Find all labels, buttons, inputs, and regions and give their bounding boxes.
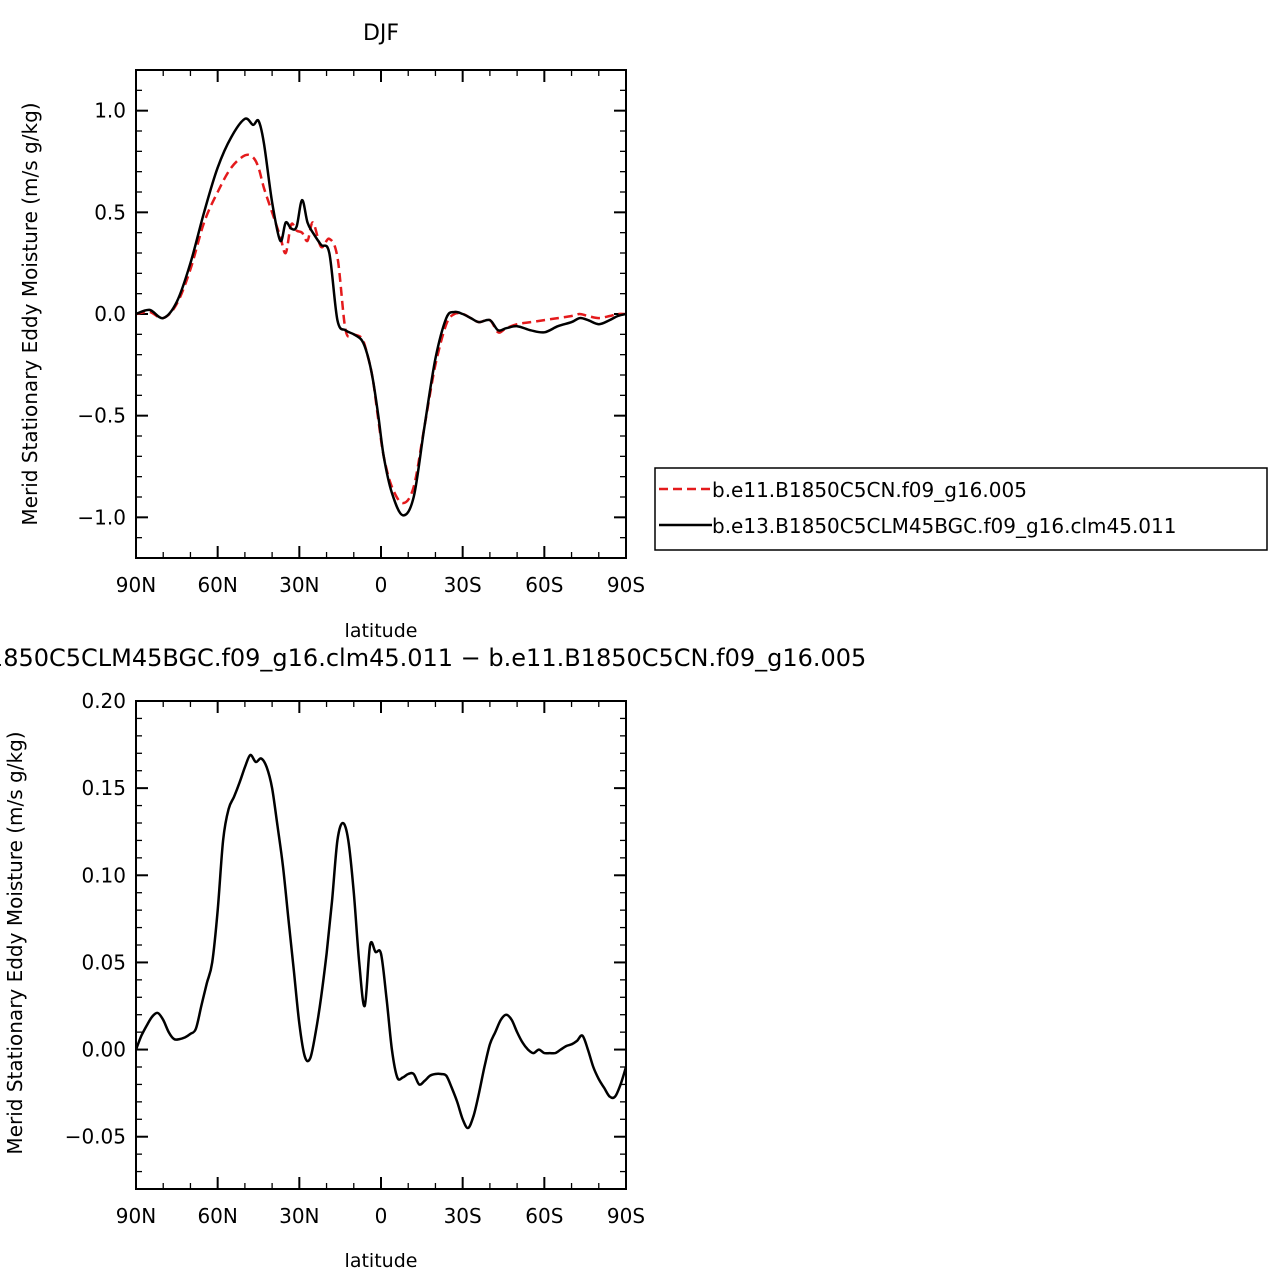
bottom-y-tick-label: 0.05 (81, 950, 126, 974)
top-x-ticks: 90N 60N 30N 0 30S 60S 90S (116, 70, 645, 597)
bottom-x-tick-label: 60S (525, 1204, 563, 1228)
legend: b.e11.B1850C5CN.f09_g16.005 b.e13.B1850C… (654, 467, 1268, 551)
bottom-x-tick-label: 30S (444, 1204, 482, 1228)
bottom-x-tick-label: 0 (375, 1204, 388, 1228)
bottom-x-ticks: 90N 60N 30N 0 30S 60S 90S (116, 701, 645, 1228)
top-y-tick-label: 0.5 (94, 200, 126, 224)
top-y-tick-label: 0.0 (94, 302, 126, 326)
top-x-tick-label: 60S (525, 573, 563, 597)
top-series-line-2 (136, 117, 626, 517)
top-y-tick-label: −1.0 (77, 505, 126, 529)
top-x-tick-label: 60N (197, 573, 237, 597)
bottom-plot-frame (135, 700, 627, 1190)
bottom-y-tick-label: −0.05 (65, 1125, 126, 1149)
legend-label-series-2: b.e13.B1850C5CLM45BGC.f09_g16.clm45.011 (712, 514, 1176, 538)
bottom-y-tick-label: 0.10 (81, 863, 126, 887)
top-x-tick-label: 0 (375, 573, 388, 597)
bottom-series-line-1 (136, 753, 626, 1130)
bottom-y-tick-label: 0.00 (81, 1038, 126, 1062)
top-y-tick-label: 1.0 (94, 99, 126, 123)
top-y-axis-label: Merid Stationary Eddy Moisture (m/s g/kg… (18, 102, 42, 525)
top-x-tick-label: 30S (444, 573, 482, 597)
top-panel: DJF 1.00.50.0−0.5−1.0 90N 60N 30N 0 30S 60S 90… (18, 21, 1268, 642)
bottom-plot-lines (136, 753, 626, 1130)
top-x-tick-label: 90S (607, 573, 645, 597)
bottom-chart-title: b.e13.B1850C5CLM45BGC.f09_g16.clm45.011 … (0, 644, 866, 672)
bottom-y-ticks: 0.20 0.15 0.10 0.05 0.00 −0.05 (65, 689, 626, 1190)
bottom-y-tick-label: 0.15 (81, 776, 126, 800)
bottom-x-tick-label: 60N (197, 1204, 237, 1228)
bottom-x-tick-label: 90S (607, 1204, 645, 1228)
top-x-tick-label: 90N (116, 573, 156, 597)
legend-box (654, 467, 1268, 551)
top-plot-lines (136, 117, 626, 517)
legend-label-series-1: b.e11.B1850C5CN.f09_g16.005 (712, 478, 1027, 502)
top-plot-frame (135, 69, 627, 559)
top-x-axis-label: latitude (345, 620, 418, 642)
top-y-ticks: 1.0 0.5 0.0 −0.5 −1.0 (77, 69, 626, 559)
bottom-x-tick-label: 30N (279, 1204, 319, 1228)
bottom-panel: b.e13.B1850C5CLM45BGC.f09_g16.clm45.011 … (0, 644, 866, 1272)
top-chart-title: DJF (363, 21, 399, 46)
top-x-tick-label: 30N (279, 573, 319, 597)
bottom-x-tick-label: 90N (116, 1204, 156, 1228)
bottom-x-axis-label: latitude (345, 1250, 418, 1272)
bottom-y-axis-label: Merid Stationary Eddy Moisture (m/s g/kg… (3, 731, 27, 1154)
top-y-tick-label: −0.5 (77, 404, 126, 428)
bottom-y-tick-label: 0.20 (81, 689, 126, 713)
